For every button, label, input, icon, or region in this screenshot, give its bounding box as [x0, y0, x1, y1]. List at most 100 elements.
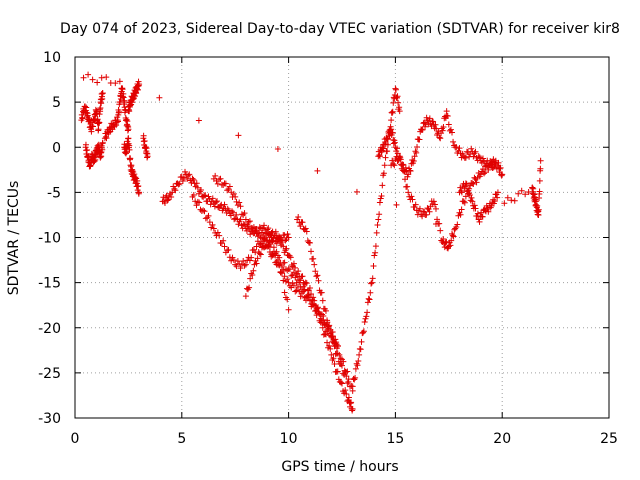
data-point: [357, 346, 364, 353]
data-point: [164, 197, 171, 204]
data-point: [214, 198, 221, 205]
grid: [75, 57, 609, 418]
data-point: [469, 198, 476, 205]
data-point: [209, 195, 216, 202]
data-point: [466, 185, 473, 192]
data-point: [372, 243, 379, 250]
data-point: [94, 79, 101, 86]
data-point: [284, 296, 291, 303]
data-point: [395, 99, 402, 106]
data-point: [420, 208, 427, 215]
data-point: [324, 339, 331, 346]
data-point: [285, 234, 292, 241]
data-point: [378, 149, 385, 156]
data-point: [214, 229, 221, 236]
data-point: [89, 76, 96, 83]
data-point: [482, 163, 489, 170]
data-point: [381, 162, 388, 169]
data-point: [393, 201, 400, 208]
data-point: [431, 201, 438, 208]
data-point: [279, 238, 286, 245]
data-point: [132, 174, 139, 181]
data-point: [312, 268, 319, 275]
data-point: [343, 390, 350, 397]
data-point: [79, 115, 86, 122]
data-point: [276, 254, 283, 261]
data-point: [175, 181, 182, 188]
data-point: [237, 203, 244, 210]
data-point: [189, 175, 196, 182]
data-point: [87, 162, 94, 169]
data-point: [371, 252, 378, 259]
data-point: [233, 211, 240, 218]
data-point: [304, 292, 311, 299]
series-track-a: [78, 90, 106, 135]
data-point: [196, 199, 203, 206]
data-point: [306, 239, 313, 246]
data-point: [330, 337, 337, 344]
data-point: [361, 318, 368, 325]
data-point: [479, 155, 486, 162]
data-point: [458, 206, 465, 213]
data-point: [392, 85, 399, 92]
data-point: [491, 198, 498, 205]
data-point: [222, 180, 229, 187]
data-point: [109, 126, 116, 133]
series-track-d: [121, 135, 143, 197]
data-point: [241, 210, 248, 217]
data-point: [450, 138, 457, 145]
x-tick-label: 25: [600, 431, 618, 447]
data-point: [280, 266, 287, 273]
series-track-e: [125, 78, 143, 115]
data-point: [457, 211, 464, 218]
data-point: [472, 148, 479, 155]
data-point: [297, 277, 304, 284]
data-point: [388, 126, 395, 133]
data-point: [240, 258, 247, 265]
x-tick-label: 20: [493, 431, 511, 447]
data-point: [468, 194, 475, 201]
data-point: [400, 167, 407, 174]
data-point: [299, 273, 306, 280]
data-point: [536, 188, 543, 195]
data-point: [125, 126, 132, 133]
y-tick-label: -20: [38, 321, 61, 337]
data-point: [430, 118, 437, 125]
data-point: [136, 189, 143, 196]
data-point: [515, 190, 522, 197]
data-point: [190, 176, 197, 183]
data-point: [305, 294, 312, 301]
data-point: [202, 215, 209, 222]
data-point: [348, 399, 355, 406]
data-point: [376, 199, 383, 206]
data-point: [397, 156, 404, 163]
data-point: [376, 153, 383, 160]
data-point: [80, 74, 87, 81]
data-point: [424, 205, 431, 212]
data-point: [344, 380, 351, 387]
data-point: [217, 202, 224, 209]
data-point: [308, 291, 315, 298]
data-point: [318, 289, 325, 296]
data-point: [274, 235, 281, 242]
data-point: [90, 123, 97, 130]
data-point: [367, 289, 374, 296]
data-point: [282, 278, 289, 285]
data-point: [272, 228, 279, 235]
data-point: [135, 182, 142, 189]
data-point: [306, 285, 313, 292]
data-point: [326, 342, 333, 349]
data-point: [257, 234, 264, 241]
data-point: [448, 237, 455, 244]
data-point: [299, 219, 306, 226]
data-point: [226, 183, 233, 190]
data-point: [468, 145, 475, 152]
data-point: [250, 267, 257, 274]
data-point: [479, 213, 486, 220]
data-point: [396, 104, 403, 111]
series-track-n: [375, 108, 450, 180]
data-point: [339, 362, 345, 369]
data-point: [125, 135, 132, 142]
data-point: [184, 176, 191, 183]
data-point: [389, 109, 396, 116]
